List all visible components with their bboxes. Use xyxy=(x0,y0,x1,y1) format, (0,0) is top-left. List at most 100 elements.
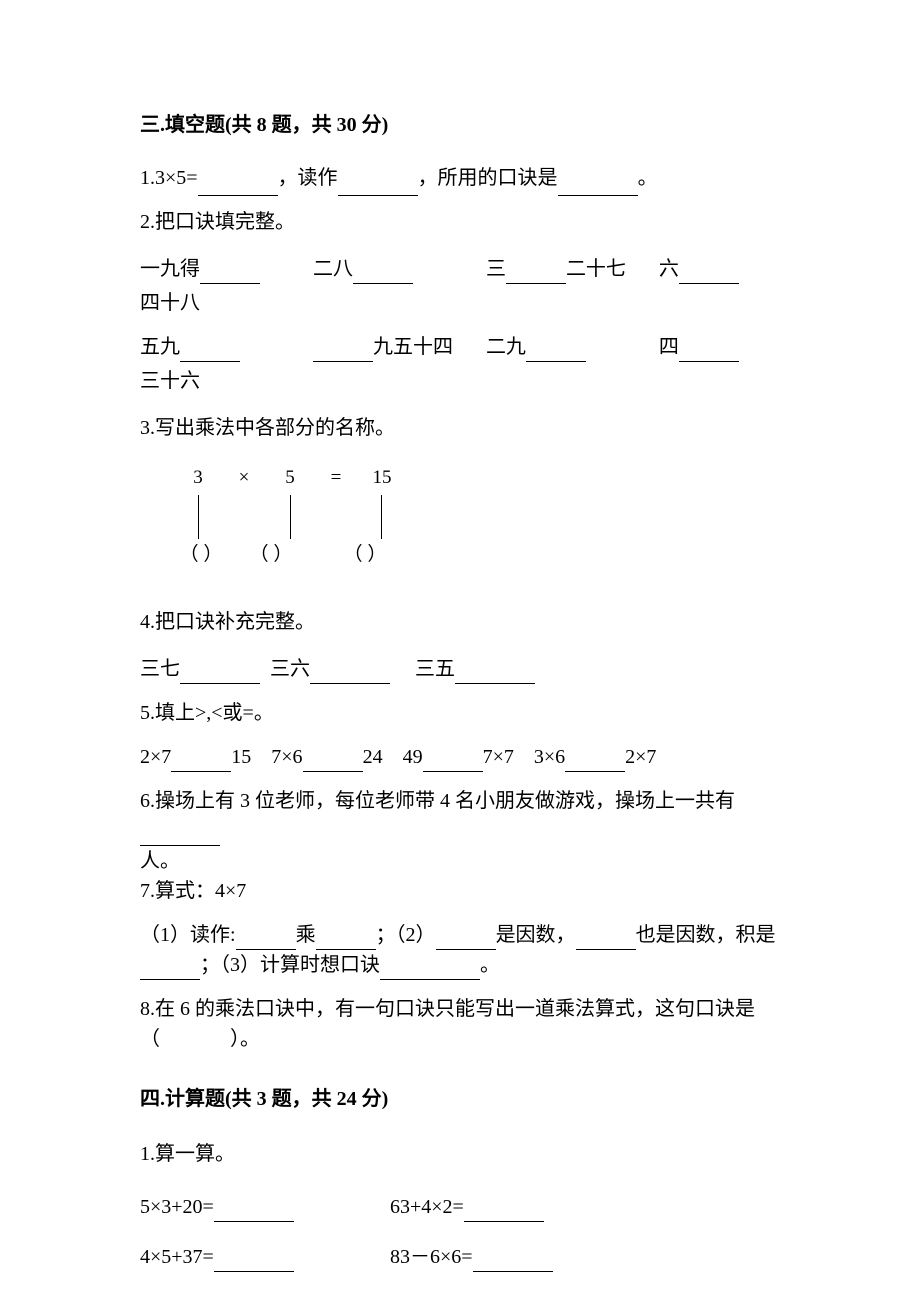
d-p2: （ ） xyxy=(227,541,315,570)
blank xyxy=(576,928,636,950)
blank xyxy=(316,928,376,950)
blank xyxy=(506,262,566,284)
q7-p2b: 。 xyxy=(480,954,500,976)
q2-title: 2.把口诀填完整。 xyxy=(140,204,780,240)
q5-b1: 7×6 xyxy=(271,746,302,768)
q1: 1.3×5= ，读作 ，所用的口诀是 。 xyxy=(140,160,780,196)
blank xyxy=(236,928,296,950)
q2-r1b: 二八 xyxy=(313,258,353,280)
blank xyxy=(526,340,586,362)
blank xyxy=(180,340,240,362)
q7-p1b: 乘 xyxy=(296,924,316,946)
blank xyxy=(679,262,739,284)
blank xyxy=(353,262,413,284)
blank xyxy=(338,174,418,196)
blank xyxy=(214,1250,294,1272)
q2-r2c: 二九 xyxy=(486,336,526,358)
q7-p1e: 也是因数，积是 xyxy=(636,924,776,946)
blank xyxy=(171,750,231,772)
d-p3: （ ） xyxy=(315,541,415,570)
blank xyxy=(558,174,638,196)
blank xyxy=(436,928,496,950)
q7-p1d: 是因数， xyxy=(496,924,576,946)
q5-d2: 2×7 xyxy=(625,746,656,768)
d-eq: = xyxy=(313,464,359,493)
q2-r1e: 四十八 xyxy=(140,288,780,318)
blank xyxy=(473,1250,553,1272)
q2-r1c: 三 xyxy=(486,258,506,280)
section3-title: 三.填空题(共 8 题，共 30 分) xyxy=(140,110,780,140)
q5-a2: 15 xyxy=(231,746,251,768)
s4-q1: 1.算一算。 xyxy=(140,1136,780,1172)
q7-p2a: ；（3）计算时想口诀 xyxy=(200,954,380,976)
q7-sub: （1）读作: 乘 ；（2） 是因数， 也是因数，积是 xyxy=(140,920,780,950)
q2-r1a: 一九得 xyxy=(140,258,200,280)
q5-a1: 2×7 xyxy=(140,746,171,768)
calc-r1a: 5×3+20= xyxy=(140,1196,214,1218)
blank xyxy=(140,824,220,846)
q8-line2: （ ）。 xyxy=(140,1024,780,1054)
q2-r1c2: 二十七 xyxy=(566,258,626,280)
q5-c2: 7×7 xyxy=(483,746,514,768)
d-n2: 5 xyxy=(267,464,313,493)
q1-part3: ，所用的口诀是 xyxy=(418,167,558,189)
q1-prefix: 1.3×5= xyxy=(140,167,198,189)
q2-r2a: 五九 xyxy=(140,336,180,358)
q4-title: 4.把口诀补充完整。 xyxy=(140,604,780,640)
d-p1: （ ） xyxy=(175,541,227,570)
blank xyxy=(310,662,390,684)
blank xyxy=(423,750,483,772)
q5-d1: 3×6 xyxy=(534,746,565,768)
calc-r2b: 83－6×6= xyxy=(390,1246,473,1268)
blank xyxy=(180,662,260,684)
q7-p1a: （1）读作: xyxy=(140,924,236,946)
q2-r2d: 四 xyxy=(659,336,679,358)
blank xyxy=(198,174,278,196)
q5-row: 2×7 15 7×6 24 49 7×7 3×6 2×7 xyxy=(140,742,780,772)
q2-row2: 五九 九五十四 二九 四 xyxy=(140,332,780,362)
q8-l2b: ）。 xyxy=(230,1028,260,1050)
q4-a: 三七 xyxy=(140,658,180,680)
calc-r1b: 63+4×2= xyxy=(390,1196,464,1218)
q6-line2: 人。 xyxy=(140,846,780,876)
q2-r2b: 九五十四 xyxy=(373,336,453,358)
blank xyxy=(303,750,363,772)
blank xyxy=(200,262,260,284)
q7-title: 7.算式：4×7 xyxy=(140,876,780,906)
blank xyxy=(214,1200,294,1222)
q7-p1c: ；（2） xyxy=(376,924,436,946)
blank xyxy=(380,958,480,980)
q4-b: 三六 xyxy=(270,658,310,680)
blank xyxy=(313,340,373,362)
q1-part2: ，读作 xyxy=(278,167,338,189)
q2-row1: 一九得 二八 三 二十七 六 xyxy=(140,254,780,284)
blank xyxy=(565,750,625,772)
q5-c1: 49 xyxy=(403,746,423,768)
section4-title: 四.计算题(共 3 题，共 24 分) xyxy=(140,1084,780,1114)
q8-l2a: （ xyxy=(140,1028,160,1050)
d-n3: 15 xyxy=(359,464,405,493)
vertical-line-icon xyxy=(381,495,382,539)
d-n1: 3 xyxy=(175,464,221,493)
q1-suffix: 。 xyxy=(638,167,658,189)
q3-diagram: 3 × 5 = 15 （ ） （ ） （ ） xyxy=(175,464,780,569)
q4-row: 三七 三六 三五 xyxy=(140,654,780,684)
calc-row2: 4×5+37= 83－6×6= xyxy=(140,1242,780,1272)
q6-line1a: 6.操场上有 3 位老师，每位老师带 4 名小朋友做游戏，操场上一共有 xyxy=(140,790,735,812)
q2-r1d: 六 xyxy=(659,258,679,280)
blank xyxy=(140,958,200,980)
blank xyxy=(679,340,739,362)
q6: 6.操场上有 3 位老师，每位老师带 4 名小朋友做游戏，操场上一共有 xyxy=(140,786,780,846)
q4-c: 三五 xyxy=(415,658,455,680)
q7-sub2: ；（3）计算时想口诀 。 xyxy=(140,950,780,980)
q5-b2: 24 xyxy=(363,746,383,768)
q5-title: 5.填上>,<或=。 xyxy=(140,698,780,728)
q8-line1: 8.在 6 的乘法口诀中，有一句口诀只能写出一道乘法算式，这句口诀是 xyxy=(140,994,780,1024)
q2-r2e: 三十六 xyxy=(140,366,780,396)
blank xyxy=(455,662,535,684)
calc-r2a: 4×5+37= xyxy=(140,1246,214,1268)
blank xyxy=(464,1200,544,1222)
q3-title: 3.写出乘法中各部分的名称。 xyxy=(140,410,780,446)
calc-row1: 5×3+20= 63+4×2= xyxy=(140,1192,780,1222)
d-op: × xyxy=(221,464,267,493)
